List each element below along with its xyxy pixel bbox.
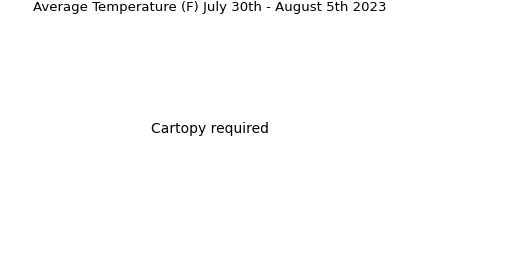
Text: Cartopy required: Cartopy required [151, 122, 269, 135]
Text: Average Temperature (F) July 30th - August 5th 2023: Average Temperature (F) July 30th - Augu… [33, 1, 387, 14]
